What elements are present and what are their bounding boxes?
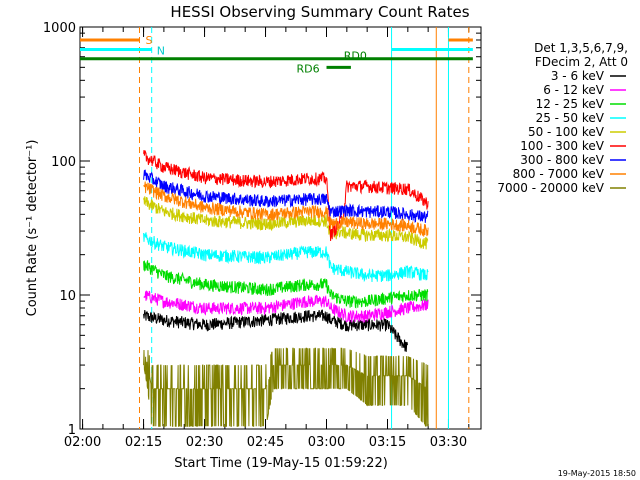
legend-header-line: FDecim 2, Att 0 [535,55,628,69]
chart-title: HESSI Observing Summary Count Rates [170,3,469,21]
series-line [143,232,429,283]
x-tick-label: 03:15 [369,435,406,450]
annotation-label-n: N [157,44,165,57]
annotation-label-s: S [145,34,152,47]
annotation-label-rd0: RD0 [344,50,367,63]
timestamp-footer: 19-May-2015 18:50 [558,469,636,478]
x-axis-label: Start Time (19-May-15 01:59:22) [174,456,388,471]
legend-entry-label: 800 - 7000 keV [513,167,605,181]
annotation-label-rd6: RD6 [297,62,320,75]
series-line [143,347,429,428]
legend-header-line: Det 1,3,5,6,7,9, [534,41,628,55]
series-line [143,290,429,323]
x-tick-label: 03:00 [308,435,345,450]
x-tick-label: 02:15 [125,435,162,450]
legend-entry-label: 3 - 6 keV [551,69,605,83]
y-tick-label: 100 [51,155,76,170]
legend-entry-label: 100 - 300 keV [520,139,604,153]
y-tick-label: 1 [68,423,76,438]
x-tick-label: 03:30 [430,435,467,450]
y-tick-label: 1000 [43,21,76,36]
legend-entry-label: 7000 - 20000 keV [497,181,604,195]
series-line [143,169,429,223]
legend-entry-label: 25 - 50 keV [536,111,605,125]
legend-entry-label: 50 - 100 keV [528,125,605,139]
legend-entry-label: 300 - 800 keV [520,153,604,167]
y-tick-label: 10 [59,289,76,304]
series-line [143,149,429,242]
series-line [143,181,429,237]
x-tick-label: 02:45 [247,435,284,450]
plot-frame [79,26,482,430]
series-line [143,309,409,352]
x-tick-label: 02:30 [186,435,223,450]
series-line [143,260,429,309]
legend-entry-label: 6 - 12 keV [543,83,605,97]
y-axis-label: Count Rate (s⁻¹ detector⁻¹) [25,140,40,317]
series-line [143,196,429,250]
x-tick-label: 02:00 [64,435,101,450]
legend-entry-label: 12 - 25 keV [536,97,605,111]
